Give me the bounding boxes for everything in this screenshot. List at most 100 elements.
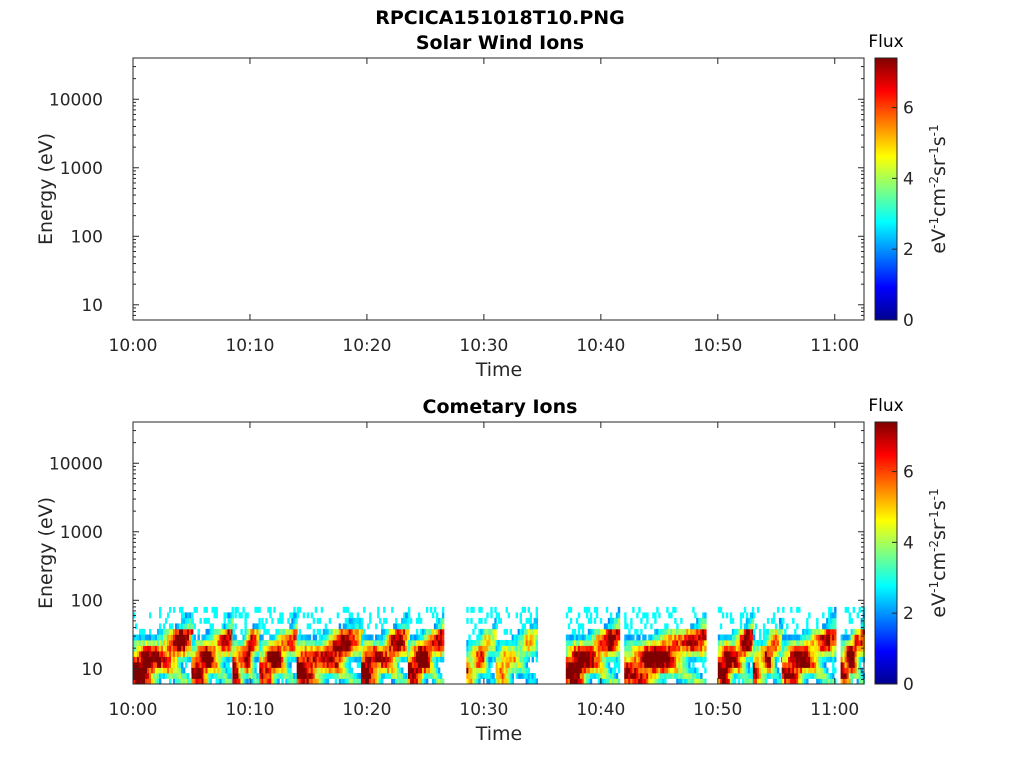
spectrogram-cell (577, 623, 581, 630)
spectrogram-cell (287, 651, 290, 657)
spectrogram-cell (674, 656, 677, 663)
spectrogram-cell (745, 634, 749, 641)
spectrogram-cell (183, 612, 186, 619)
spectrogram-cell (840, 678, 843, 685)
spectrogram-cell (474, 673, 477, 679)
spectrogram-cell (517, 662, 520, 668)
spectrogram-cell (850, 628, 853, 635)
spectrogram-cell (630, 640, 633, 646)
spectrogram-cell (300, 640, 304, 646)
spectrogram-cell (225, 678, 228, 685)
spectrogram-cell (856, 678, 859, 685)
spectrogram-cell (597, 678, 601, 685)
spectrogram-cell (171, 651, 174, 657)
spectrogram-cell (854, 662, 857, 668)
spectrogram-cell (656, 678, 659, 685)
spectrogram-cell (135, 673, 138, 679)
spectrogram-cell (670, 656, 673, 663)
spectrogram-cell (492, 673, 495, 679)
spectrogram-cell (223, 656, 226, 663)
spectrogram-cell (291, 612, 294, 619)
spectrogram-cell (145, 678, 148, 685)
spectrogram-cell (306, 656, 310, 663)
spectrogram-cell (523, 656, 526, 663)
spectrogram-cell (375, 651, 378, 657)
spectrogram-cell (157, 628, 160, 635)
spectrogram-cell (776, 667, 780, 674)
spectrogram-cell (429, 667, 433, 674)
spectrogram-cell (324, 678, 328, 685)
spectrogram-cell (263, 640, 266, 646)
spectrogram-cell (385, 651, 388, 657)
spectrogram-cell (790, 606, 793, 613)
spectrogram-cell (501, 662, 504, 668)
spectrogram-cell (749, 612, 753, 619)
spectrogram-cell (211, 656, 214, 663)
spectrogram-cell (165, 662, 168, 668)
spectrogram-cell (858, 673, 861, 679)
spectrogram-cell (754, 640, 758, 646)
spectrogram-cell (207, 673, 210, 679)
spectrogram-cell (221, 628, 224, 635)
spectrogram-cell (314, 662, 318, 668)
spectrogram-cell (209, 656, 212, 663)
spectrogram-cell (690, 623, 693, 630)
spectrogram-cell (626, 634, 629, 641)
spectrogram-cell (435, 634, 439, 641)
spectrogram-cell (221, 634, 224, 641)
spectrogram-cell (846, 634, 849, 641)
spectrogram-cell (593, 667, 597, 674)
spectrogram-cell (320, 678, 324, 685)
spectrogram-cell (363, 651, 366, 657)
spectrogram-cell (646, 656, 649, 663)
spectrogram-cell (507, 673, 510, 679)
spectrogram-cell (747, 656, 751, 663)
spectrogram-cell (474, 623, 477, 630)
spectrogram-cell (187, 640, 190, 646)
spectrogram-cell (672, 606, 675, 613)
spectrogram-cell (852, 667, 855, 674)
spectrogram-cell (593, 651, 597, 657)
spectrogram-cell (209, 645, 212, 652)
spectrogram-cell (636, 612, 639, 619)
spectrogram-cell (344, 606, 348, 613)
spectrogram-cell (415, 634, 419, 641)
spectrogram-cell (346, 651, 350, 657)
spectrogram-cell (318, 651, 322, 657)
spectrogram-cell (375, 678, 378, 685)
spectrogram-cell (279, 628, 282, 635)
spectrogram-cell (628, 673, 631, 679)
spectrogram-cell (739, 645, 743, 652)
spectrogram-cell (698, 640, 701, 646)
spectrogram-cell (607, 640, 611, 646)
spectrogram-cell (846, 673, 849, 679)
spectrogram-cell (367, 651, 370, 657)
spectrogram-cell (662, 645, 665, 652)
spectrogram-cell (721, 640, 725, 646)
spectrogram-cell (167, 673, 170, 679)
spectrogram-cell (624, 612, 627, 619)
spectrogram-cell (187, 628, 190, 635)
x-tick-label: 10:00 (109, 700, 158, 720)
spectrogram-cell (642, 678, 645, 685)
spectrogram-cell (221, 678, 224, 685)
spectrogram-cell (676, 667, 679, 674)
spectrogram-cell (435, 667, 439, 674)
spectrogram-cell (277, 651, 280, 657)
spectrogram-cell (662, 656, 665, 663)
spectrogram-cell (293, 645, 296, 652)
spectrogram-cell (770, 667, 774, 674)
spectrogram-cell (826, 673, 829, 679)
spectrogram-cell (159, 673, 162, 679)
spectrogram-cell (656, 628, 659, 635)
spectrogram-cell (175, 645, 178, 652)
spectrogram-cell (336, 662, 340, 668)
spectrogram-cell (269, 651, 272, 657)
spectrogram-cell (684, 673, 687, 679)
spectrogram-cell (850, 640, 853, 646)
spectrogram-cell (409, 662, 413, 668)
spectrogram-cell (492, 656, 495, 663)
spectrogram-cell (507, 656, 510, 663)
spectrogram-cell (231, 612, 234, 619)
